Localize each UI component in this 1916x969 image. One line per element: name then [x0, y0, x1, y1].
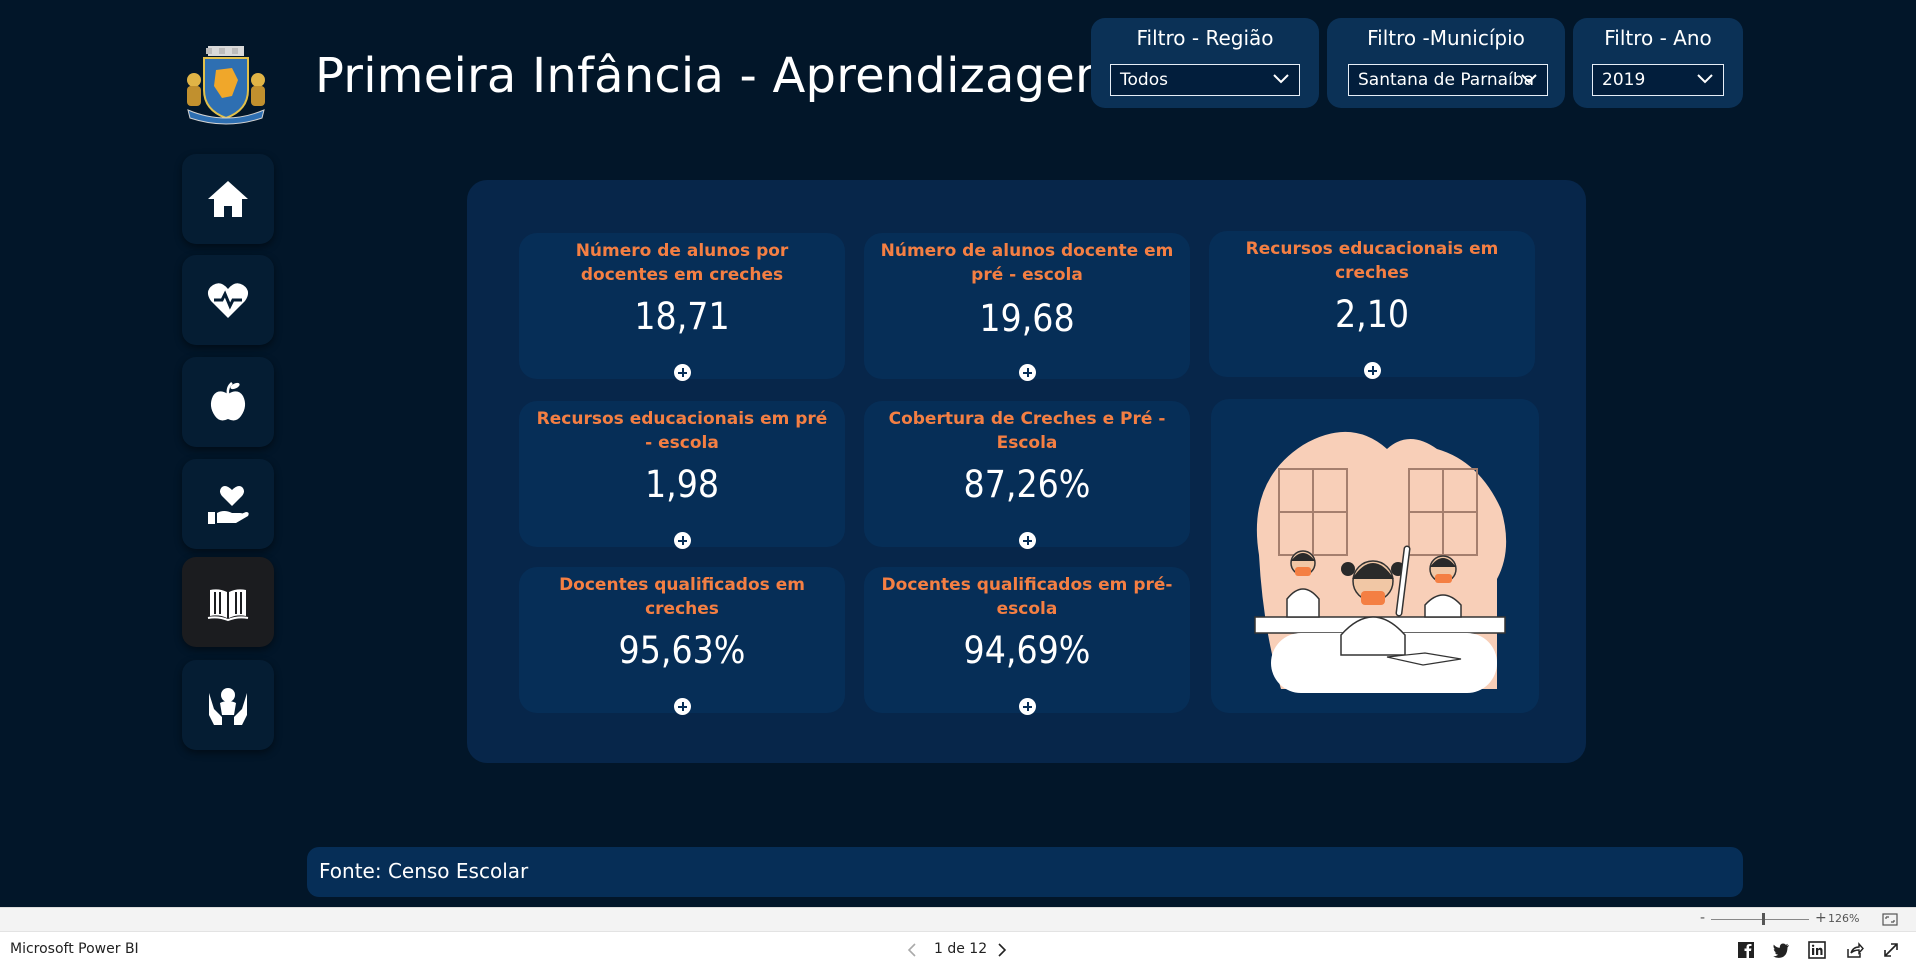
kpi-card-qualified-teachers-preschool: Docentes qualificados em pré-escola 94,6… [864, 567, 1190, 715]
municipal-coat-of-arms-logo [187, 46, 265, 125]
chevron-down-icon [1697, 74, 1713, 84]
plus-icon[interactable] [1364, 362, 1381, 379]
twitter-icon[interactable] [1772, 941, 1790, 959]
heart-pulse-icon [207, 283, 249, 318]
hands-child-icon [209, 688, 247, 725]
kpi-value: 18,71 [634, 295, 730, 338]
facebook-icon[interactable] [1737, 941, 1755, 959]
kpi-title: Recursos educacionais em pré - escola [536, 409, 828, 453]
plus-icon[interactable] [1019, 532, 1036, 549]
kpi-card-students-per-teacher-daycare: Número de alunos por docentes em creches… [519, 233, 845, 381]
fit-to-page-icon[interactable] [1882, 913, 1898, 926]
power-bi-status-bar: Microsoft Power BI 1 de 12 [0, 931, 1916, 969]
chevron-down-icon [1273, 74, 1289, 84]
kpi-card-coverage: Cobertura de Creches e Pré - Escola 87,2… [864, 401, 1190, 549]
plus-icon[interactable] [1019, 364, 1036, 381]
zoom-in-button[interactable]: + [1815, 910, 1827, 926]
chevron-right-icon[interactable] [996, 942, 1008, 958]
linkedin-icon[interactable] [1808, 941, 1826, 959]
kpi-title: Docentes qualificados em creches [559, 575, 805, 619]
kpi-value: 95,63% [618, 629, 746, 672]
nav-learning-button[interactable] [182, 557, 274, 647]
municipality-filter: Filtro -Município Santana de Parnaíba [1327, 18, 1565, 108]
zoom-out-button[interactable]: - [1700, 910, 1706, 926]
region-filter-label: Filtro - Região [1136, 26, 1274, 50]
year-filter: Filtro - Ano 2019 [1573, 18, 1743, 108]
kpi-panel: Número de alunos por docentes em creches… [467, 180, 1586, 763]
zoom-slider-track[interactable] [1711, 919, 1809, 920]
kpi-title: Docentes qualificados em pré-escola [881, 575, 1173, 619]
app-name: Microsoft Power BI [10, 941, 139, 957]
zoom-level: 126% [1828, 912, 1860, 925]
kpi-card-resources-preschool: Recursos educacionais em pré - escola 1,… [519, 401, 845, 549]
classroom-illustration [1254, 431, 1507, 693]
plus-icon[interactable] [674, 364, 691, 381]
home-icon [208, 181, 248, 217]
fullscreen-icon[interactable] [1882, 941, 1900, 959]
plus-icon[interactable] [674, 698, 691, 715]
nav-nutrition-button[interactable] [182, 357, 274, 447]
year-filter-select[interactable]: 2019 [1592, 64, 1724, 96]
nav-care-button[interactable] [182, 459, 274, 549]
plus-icon[interactable] [1019, 698, 1036, 715]
share-icon[interactable] [1846, 941, 1864, 959]
year-filter-label: Filtro - Ano [1604, 26, 1712, 50]
kpi-value: 94,69% [963, 629, 1091, 672]
kpi-card-resources-daycare: Recursos educacionais em creches 2,10 [1209, 231, 1535, 379]
region-filter: Filtro - Região Todos [1091, 18, 1319, 108]
open-book-icon [207, 589, 249, 622]
chevron-left-icon[interactable] [906, 942, 918, 958]
kpi-title: Número de alunos por docentes em creches [575, 241, 789, 285]
kpi-value: 1,98 [644, 463, 720, 506]
kpi-value: 2,10 [1334, 293, 1410, 336]
apple-icon [210, 382, 246, 421]
kpi-title: Recursos educacionais em creches [1245, 239, 1499, 283]
zoom-bar: - + 126% [0, 907, 1916, 932]
source-text: Fonte: Censo Escolar [319, 859, 529, 883]
kpi-card-qualified-teachers-daycare: Docentes qualificados em creches 95,63% [519, 567, 845, 715]
kpi-card-students-per-teacher-preschool: Número de alunos docente em pré - escola… [864, 233, 1190, 381]
classroom-illustration-card [1211, 399, 1539, 713]
year-filter-value: 2019 [1602, 70, 1646, 90]
source-footer: Fonte: Censo Escolar [307, 847, 1743, 897]
nav-home-button[interactable] [182, 154, 274, 244]
hand-heart-icon [208, 486, 249, 524]
region-filter-value: Todos [1120, 70, 1168, 90]
kpi-title: Número de alunos docente em pré - escola [880, 241, 1174, 285]
nav-health-button[interactable] [182, 255, 274, 345]
chevron-down-icon [1521, 74, 1537, 84]
zoom-slider-handle[interactable] [1762, 913, 1765, 925]
region-filter-select[interactable]: Todos [1110, 64, 1300, 96]
municipality-filter-select[interactable]: Santana de Parnaíba [1348, 64, 1548, 96]
kpi-value: 87,26% [963, 463, 1091, 506]
nav-protection-button[interactable] [182, 660, 274, 750]
kpi-value: 19,68 [979, 297, 1075, 340]
kpi-title: Cobertura de Creches e Pré - Escola [888, 409, 1166, 453]
municipality-filter-label: Filtro -Município [1367, 26, 1525, 50]
municipality-filter-value: Santana de Parnaíba [1358, 70, 1535, 90]
plus-icon[interactable] [674, 532, 691, 549]
page-navigator: 1 de 12 [900, 938, 1020, 962]
page-title: Primeira Infância - Aprendizagem [315, 48, 1123, 104]
page-indicator: 1 de 12 [934, 941, 988, 957]
